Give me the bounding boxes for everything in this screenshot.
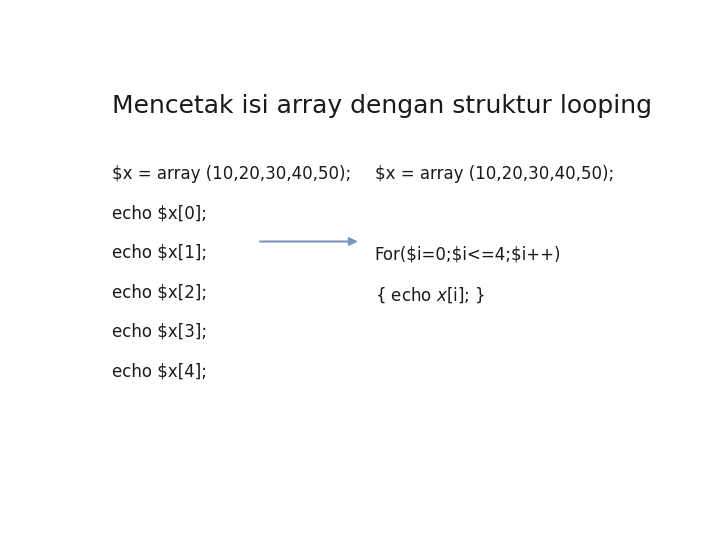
Text: echo $x[0];: echo $x[0]; xyxy=(112,204,207,222)
Text: echo $x[2];: echo $x[2]; xyxy=(112,283,207,301)
Text: For($i=0;$i<=4;$i++): For($i=0;$i<=4;$i++) xyxy=(374,246,561,264)
Text: { echo $x[$i]; }: { echo $x[$i]; } xyxy=(374,285,485,305)
Text: Mencetak isi array dengan struktur looping: Mencetak isi array dengan struktur loopi… xyxy=(112,94,652,118)
Text: echo $x[4];: echo $x[4]; xyxy=(112,362,207,380)
Text: $x = array (10,20,30,40,50);: $x = array (10,20,30,40,50); xyxy=(374,165,614,183)
Text: echo $x[3];: echo $x[3]; xyxy=(112,322,207,341)
Text: echo $x[1];: echo $x[1]; xyxy=(112,244,207,261)
Text: $x = array (10,20,30,40,50);: $x = array (10,20,30,40,50); xyxy=(112,165,351,183)
